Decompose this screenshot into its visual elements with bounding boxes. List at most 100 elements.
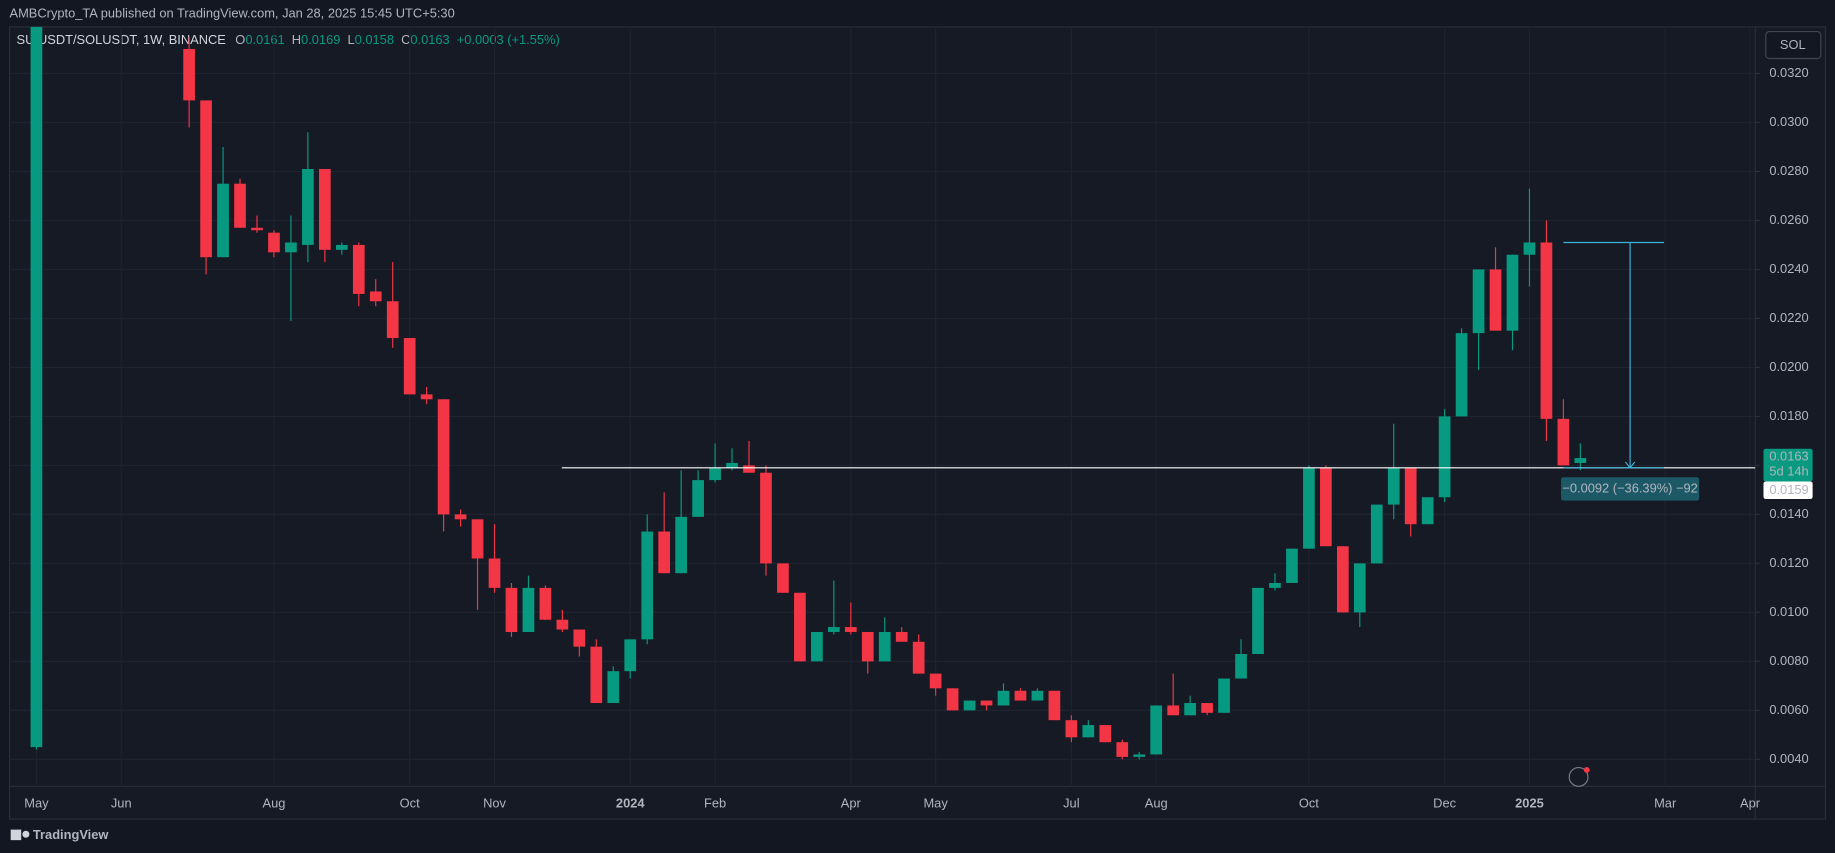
candle-body <box>352 244 365 294</box>
y-tick-label: 0.0120 <box>1769 555 1808 570</box>
line-price-box <box>1763 481 1813 500</box>
candle-body <box>1421 497 1434 525</box>
candle-body <box>522 587 535 632</box>
y-tick-label: 0.0100 <box>1769 604 1808 619</box>
legend-low-label: L <box>347 32 354 47</box>
candle-body <box>1438 416 1451 498</box>
candle-body <box>624 639 637 672</box>
candle-body <box>658 531 671 574</box>
candle-body <box>1167 705 1180 716</box>
candle-body <box>420 394 433 400</box>
candle-body <box>217 183 229 258</box>
candle-body <box>607 671 620 704</box>
x-tick-label: Dec <box>1433 795 1456 810</box>
x-tick-label: Oct <box>1299 795 1319 810</box>
candle-body <box>929 673 942 689</box>
publisher-line: AMBCrypto_TA published on TradingView.co… <box>10 5 455 20</box>
y-tick-label: 0.0140 <box>1769 506 1808 521</box>
candle-body <box>1472 269 1485 334</box>
candle-body <box>1370 504 1383 564</box>
candle-body <box>1269 582 1281 588</box>
legend-low: 0.0158 <box>355 32 394 47</box>
measure-arrowhead <box>1624 461 1636 469</box>
x-tick-label: Apr <box>841 795 862 810</box>
candle-body <box>386 301 399 339</box>
candle-body <box>861 631 874 662</box>
candle-body <box>1353 563 1366 613</box>
candle-body <box>1116 742 1129 757</box>
y-tick-label: 0.0220 <box>1769 310 1808 325</box>
event-icon[interactable] <box>1568 766 1590 787</box>
candle-body <box>1455 333 1468 417</box>
candle-body <box>760 472 772 564</box>
candle-body <box>1336 546 1349 613</box>
plot <box>30 26 1756 760</box>
candle-body <box>997 690 1010 706</box>
candle-body <box>1235 654 1247 679</box>
candle-body <box>1489 269 1502 331</box>
footer-brand: TradingView <box>33 827 110 842</box>
y-tick-label: 0.0240 <box>1769 261 1808 276</box>
chart-panel <box>8 26 1827 820</box>
candle-body <box>590 646 603 704</box>
candle-body <box>1031 690 1044 701</box>
candle-body <box>437 399 450 515</box>
candle-body <box>573 629 586 647</box>
x-tick-label: Nov <box>483 795 506 810</box>
candle-body <box>895 631 908 642</box>
candle-body <box>675 516 687 574</box>
symbol-legend: SUIUSDT/SOLUSDT, 1W, BINANCE O0.0161 H0.… <box>17 32 560 47</box>
candle-body <box>234 183 246 228</box>
candle-body <box>1099 725 1112 743</box>
candle-body <box>183 48 195 101</box>
countdown: 5d 14h <box>1769 463 1808 478</box>
candle-body <box>794 592 806 662</box>
measure-label-box <box>1561 477 1700 501</box>
x-tick-label: Mar <box>1654 795 1677 810</box>
candle-body <box>692 480 704 517</box>
candle-body <box>743 465 755 473</box>
candle-body <box>505 587 518 632</box>
candle-body <box>1252 587 1264 655</box>
candle-body <box>1574 458 1587 463</box>
y-tick-label: 0.0260 <box>1769 212 1808 227</box>
candle-body <box>1201 703 1213 713</box>
legend-change: +0.0003 (+1.55%) <box>457 32 560 47</box>
y-tick-label: 0.0080 <box>1769 653 1808 668</box>
currency-button[interactable]: SOL <box>1765 31 1822 60</box>
candle-body <box>1048 690 1061 721</box>
candle-body <box>709 467 721 481</box>
grid <box>9 26 1756 787</box>
candle-body <box>335 244 348 250</box>
candle-body <box>302 168 314 245</box>
x-tick-label: Jul <box>1063 795 1079 810</box>
line-price: 0.0159 <box>1769 482 1808 497</box>
footer-logo: TradingView <box>10 827 110 842</box>
legend-open: 0.0161 <box>245 32 284 47</box>
legend-close: 0.0163 <box>410 32 449 47</box>
candle-body <box>1286 548 1298 583</box>
candle-body <box>1150 705 1163 755</box>
x-tick-label: May <box>24 795 49 810</box>
candle-body <box>1303 467 1315 549</box>
x-tick-label: 2024 <box>616 795 645 810</box>
y-tick-label: 0.0060 <box>1769 702 1808 717</box>
last-price: 0.0163 <box>1769 448 1808 463</box>
y-tick-label: 0.0040 <box>1769 751 1808 766</box>
y-tick-label: 0.0180 <box>1769 408 1808 423</box>
candle-body <box>1184 703 1196 716</box>
candle-body <box>403 338 416 395</box>
legend-close-label: C <box>401 32 410 47</box>
candle-body <box>1082 725 1095 738</box>
y-tick-label: 0.0300 <box>1769 114 1808 129</box>
candle-body <box>844 627 857 632</box>
candle-body <box>878 631 891 662</box>
x-tick-label: Oct <box>400 795 420 810</box>
candle-body <box>1523 242 1536 255</box>
legend-high: 0.0169 <box>301 32 340 47</box>
candle-body <box>556 619 569 630</box>
currency-label[interactable]: SOL <box>1780 37 1806 52</box>
candle-body <box>946 688 959 711</box>
candle-body <box>30 26 43 748</box>
candle-body <box>1320 467 1332 547</box>
